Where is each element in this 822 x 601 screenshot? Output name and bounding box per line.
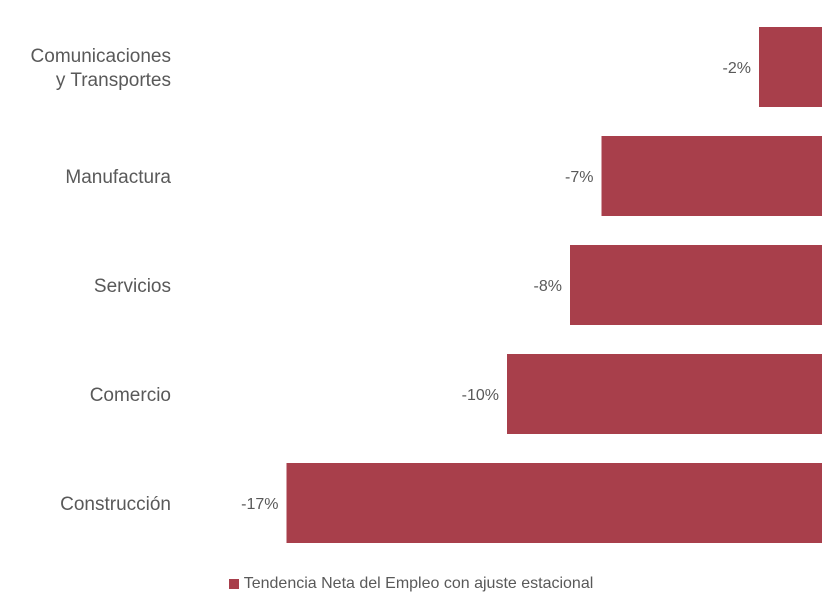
value-label-2: -8%: [534, 278, 562, 295]
legend-label: Tendencia Neta del Empleo con ajuste est…: [243, 575, 594, 592]
category-label-4: Construcción: [60, 494, 171, 515]
value-label-3: -10%: [462, 387, 499, 404]
bar-0: [759, 27, 822, 107]
bar-4: [286, 463, 822, 543]
legend-swatch: [228, 579, 239, 589]
category-label-0: Comunicaciones y Transportes: [31, 46, 171, 91]
value-label-0: -2%: [723, 60, 751, 77]
category-label-3: Comercio: [90, 385, 171, 406]
bar-2: [570, 245, 822, 325]
legend: Tendencia Neta del Empleo con ajuste est…: [0, 575, 822, 593]
category-label-2: Servicios: [94, 276, 171, 297]
bar-3: [507, 354, 822, 434]
bar-1: [601, 136, 822, 216]
value-label-4: -17%: [241, 496, 278, 513]
value-label-1: -7%: [565, 169, 593, 186]
category-label-1: Manufactura: [65, 167, 171, 188]
